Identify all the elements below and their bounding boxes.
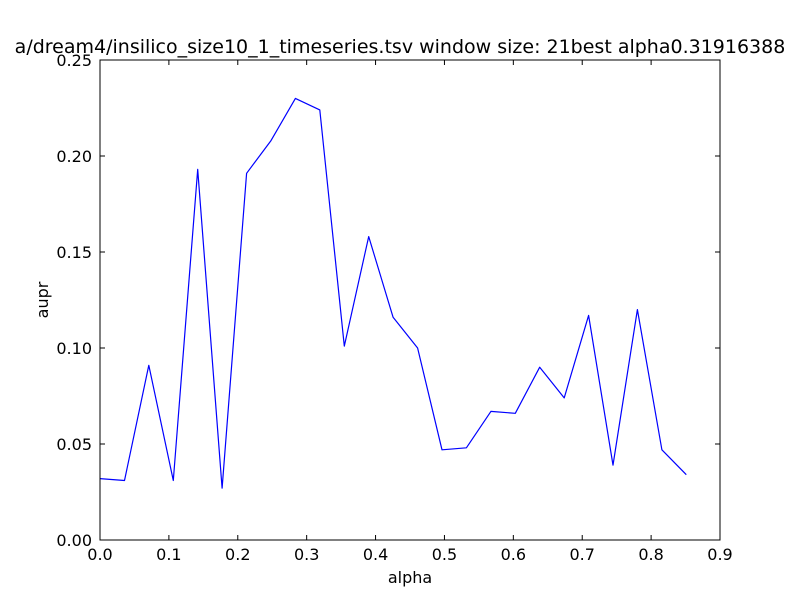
y-axis-label: aupr <box>33 281 52 318</box>
y-tick-label: 0.15 <box>56 243 92 262</box>
x-tick-label: 0.0 <box>87 545 112 564</box>
x-tick-label: 0.1 <box>156 545 181 564</box>
plot-frame <box>99 59 721 541</box>
x-tick-label: 0.6 <box>501 545 526 564</box>
chart-title: a/dream4/insilico_size10_1_timeseries.ts… <box>15 36 786 58</box>
series-layer <box>99 97 687 489</box>
y-axis: 0.00 0.05 0.10 0.15 0.20 0.25 <box>56 51 720 550</box>
x-axis: 0.0 0.1 0.2 0.3 0.4 0.5 0.6 0.7 0.8 0.9 <box>87 60 733 564</box>
x-axis-label: alpha <box>388 568 432 587</box>
x-tick-label: 0.3 <box>294 545 319 564</box>
y-tick-label: 0.10 <box>56 339 92 358</box>
y-tick-label: 0.25 <box>56 51 92 70</box>
x-tick-label: 0.9 <box>707 545 732 564</box>
x-tick-label: 0.8 <box>638 545 663 564</box>
x-tick-label: 0.4 <box>363 545 388 564</box>
y-tick-label: 0.00 <box>56 531 92 550</box>
series-line <box>99 97 687 489</box>
y-tick-label: 0.20 <box>56 147 92 166</box>
x-tick-label: 0.7 <box>569 545 594 564</box>
y-tick-label: 0.05 <box>56 435 92 454</box>
x-tick-label: 0.2 <box>225 545 250 564</box>
x-tick-label: 0.5 <box>432 545 457 564</box>
